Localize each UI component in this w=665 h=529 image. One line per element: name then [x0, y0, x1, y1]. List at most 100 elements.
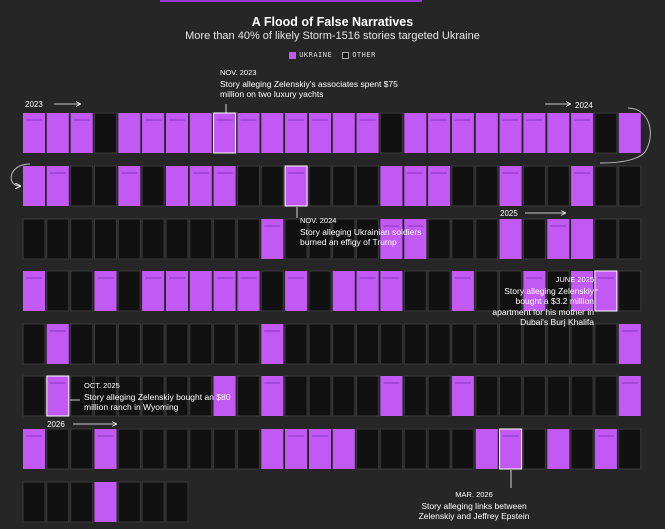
story-cell-ukraine [428, 113, 451, 153]
story-thumbnail-text [359, 277, 376, 279]
story-cell-ukraine [213, 376, 236, 416]
story-cell-ukraine [142, 271, 165, 311]
story-cell-ukraine [284, 165, 308, 207]
story-cell-other [522, 218, 546, 260]
story-cell-other [284, 375, 308, 417]
story-cell-ukraine [380, 166, 403, 206]
story-thumbnail-text [26, 435, 42, 437]
story-cell-other [189, 218, 213, 260]
story-cell-ukraine [94, 482, 117, 522]
story-thumbnail-text [169, 277, 185, 279]
story-thumbnail-text [597, 435, 614, 437]
story-cell-other [522, 375, 546, 417]
story-cell-ukraine [237, 113, 260, 153]
annotation-date: OCT. 2025 [84, 381, 120, 390]
story-cell-other [213, 218, 237, 260]
story-cell-other [475, 375, 499, 417]
story-thumbnail-text [121, 172, 138, 174]
story-cell-other [475, 270, 499, 312]
story-cell-other [522, 428, 546, 470]
story-cell-ukraine [166, 166, 188, 206]
story-cell-ukraine [23, 113, 45, 153]
story-cell-other [117, 270, 141, 312]
story-cell-other [165, 428, 189, 470]
story-cell-ukraine [618, 324, 641, 364]
story-cell-ukraine [356, 113, 379, 153]
story-thumbnail-text [312, 119, 328, 121]
story-cell-ukraine [618, 376, 641, 416]
story-cell-ukraine [285, 113, 308, 153]
story-cell-other [70, 428, 94, 470]
story-thumbnail-text [97, 277, 114, 279]
story-cell-other [165, 375, 189, 417]
story-cell-other [70, 323, 94, 365]
annotation-date: JUNE 2025 [555, 275, 594, 284]
year-label-2025: 2025 [500, 209, 518, 218]
story-cell-other [165, 218, 189, 260]
story-cell-other [570, 428, 594, 470]
year-label-2026: 2026 [47, 420, 65, 429]
story-cell-ukraine [189, 113, 212, 153]
story-cell-ukraine [404, 113, 427, 153]
story-cell-other [451, 218, 475, 260]
story-cell-ukraine [594, 270, 618, 312]
story-cell-other [141, 165, 165, 207]
story-thumbnail-text [192, 172, 209, 174]
story-cell-other [117, 323, 141, 365]
story-cell-other [70, 218, 94, 260]
story-thumbnail-text [288, 435, 305, 437]
story-thumbnail-text [502, 435, 519, 437]
story-thumbnail-text [454, 119, 471, 121]
chart-title: A Flood of False Narratives [251, 15, 414, 29]
story-cell-other [594, 218, 618, 260]
story-thumbnail-text [621, 330, 638, 332]
story-cell-other [165, 481, 189, 523]
story-cell-other [117, 428, 141, 470]
story-cell-other [499, 323, 523, 365]
legend-ukraine: UKRAINE [289, 51, 332, 59]
story-cell-other [332, 165, 356, 207]
story-cell-other [546, 323, 570, 365]
story-thumbnail-text [97, 435, 114, 437]
story-cell-other [356, 428, 380, 470]
story-cell-other [260, 165, 284, 207]
story-thumbnail-text [550, 225, 567, 227]
story-cell-other [94, 323, 117, 365]
story-thumbnail-text [216, 172, 233, 174]
story-cell-other [237, 165, 260, 207]
story-cell-other [22, 323, 46, 365]
story-thumbnail-text [431, 172, 448, 174]
story-thumbnail-text [49, 382, 66, 384]
story-cell-other [46, 481, 70, 523]
story-thumbnail-text [526, 119, 543, 121]
story-cell-ukraine [46, 113, 69, 153]
story-cell-other [594, 165, 618, 207]
annotation-date: MAR. 2026 [455, 490, 493, 499]
story-cell-other [141, 428, 165, 470]
story-thumbnail-text [264, 382, 281, 384]
story-thumbnail-text [240, 277, 257, 279]
story-cell-ukraine [94, 429, 117, 469]
story-thumbnail-text [383, 225, 400, 227]
story-cell-other [189, 323, 213, 365]
legend-ukraine-label: UKRAINE [299, 51, 333, 59]
story-cell-ukraine [261, 219, 284, 259]
story-cell-other [22, 375, 46, 417]
story-thumbnail-text [49, 172, 66, 174]
story-thumbnail-text [26, 277, 42, 279]
story-cell-other [189, 428, 213, 470]
story-cell-other [94, 165, 117, 207]
row-connector-left [10, 163, 31, 186]
story-cell-other [379, 428, 403, 470]
story-cell-ukraine [499, 113, 522, 153]
story-thumbnail-text [26, 119, 42, 121]
story-cell-ukraine [499, 166, 522, 206]
story-cell-ukraine [94, 271, 117, 311]
story-cell-other [46, 270, 70, 312]
story-cell-other [403, 375, 427, 417]
story-cell-other [141, 481, 165, 523]
story-cell-other [522, 165, 546, 207]
story-cell-other [308, 375, 332, 417]
story-thumbnail-text [288, 172, 305, 174]
story-cell-other [94, 375, 117, 417]
